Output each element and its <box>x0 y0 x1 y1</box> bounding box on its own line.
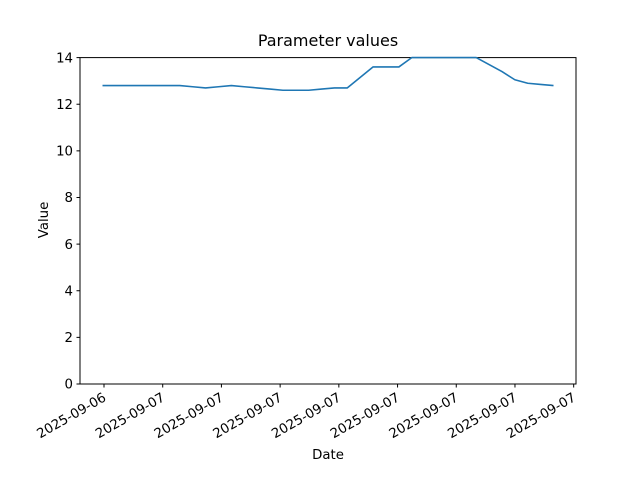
y-tick-label: 4 <box>65 284 73 299</box>
series-layer <box>102 56 554 92</box>
y-tick-label: 0 <box>65 378 73 393</box>
ticks-layer: 024681012142025-09-062025-09-072025-09-0… <box>35 51 579 442</box>
data-line-parameter-values <box>102 56 554 92</box>
y-tick-label: 10 <box>56 145 73 160</box>
y-tick-label: 14 <box>56 51 73 66</box>
y-tick-label: 2 <box>65 331 73 346</box>
plot-spines <box>79 57 577 385</box>
chart-title: Parameter values <box>258 31 398 50</box>
y-tick-label: 6 <box>65 238 73 253</box>
x-axis-label: Date <box>312 448 344 463</box>
y-tick-label: 8 <box>65 191 73 206</box>
y-axis-label: Value <box>37 202 52 239</box>
y-tick-label: 12 <box>56 98 73 113</box>
